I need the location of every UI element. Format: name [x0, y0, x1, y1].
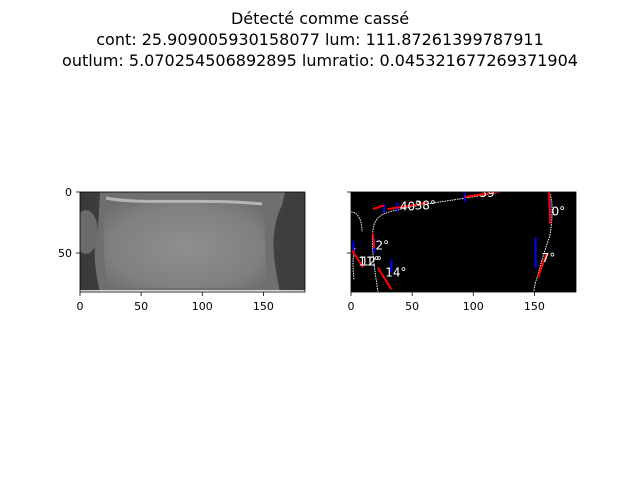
angle-label-0: 40° [400, 200, 421, 214]
angle-label-7: 14° [385, 265, 406, 279]
red-segment-4 [351, 249, 365, 269]
contour-right [533, 192, 553, 292]
red-segment-3 [548, 192, 552, 224]
angle-labels: 40°38° 39° 0° 2° 11°12°14° 7° [358, 186, 566, 279]
detection-axes-frame [350, 191, 577, 293]
red-segment-0 [372, 204, 385, 211]
ct-xtick-label: 150 [253, 300, 274, 313]
ct-bone-medulla [103, 198, 268, 288]
ct-xtick-label: 50 [134, 300, 148, 313]
detection-xtick-label: 50 [405, 300, 419, 313]
figure-title: Détecté comme cassé cont: 25.90900593015… [0, 8, 640, 71]
ct-ytick-label: 0 [65, 186, 72, 199]
ct-axes-ticks: 0 50 100 150 0 50 [58, 186, 274, 313]
angle-label-4: 2° [375, 239, 389, 253]
ct-image-panel [80, 192, 305, 292]
title-line-2: cont: 25.909005930158077 lum: 111.872613… [96, 30, 544, 49]
red-segment-7 [372, 233, 376, 249]
contour-left-arc [351, 211, 363, 233]
red-segment-2 [464, 192, 498, 198]
contour-main [371, 192, 501, 292]
title-line-3: outlum: 5.070254506892895 lumratio: 0.04… [62, 51, 578, 70]
detection-xtick-label: 150 [524, 300, 545, 313]
detection-panel: 40°38° 39° 0° 2° 11°12°14° 7° [351, 186, 576, 292]
red-segments [351, 192, 552, 291]
title-line-1: Détecté comme cassé [230, 9, 410, 28]
ct-left-bone-fragment [80, 210, 98, 254]
ct-xtick-label: 100 [192, 300, 213, 313]
angle-label-5: 11° [358, 255, 379, 269]
red-segment-5 [377, 267, 393, 291]
angle-label-3: 0° [552, 205, 566, 219]
red-segment-1 [387, 201, 427, 211]
angle-label-6: 12° [361, 255, 382, 269]
detection-xtick-label: 100 [463, 300, 484, 313]
ct-axes-frame [79, 191, 306, 293]
ct-xtick-label: 0 [77, 300, 84, 313]
red-segment-6 [537, 252, 548, 278]
angle-label-2: 39° [479, 186, 500, 200]
ct-ytick-label: 50 [58, 247, 72, 260]
detection-xtick-label: 0 [348, 300, 355, 313]
detection-axes-ticks: 0 50 100 150 [347, 191, 545, 313]
angle-label-1: 38° [415, 198, 436, 212]
ct-bone-edge [105, 196, 263, 206]
angle-label-8: 7° [542, 251, 556, 265]
